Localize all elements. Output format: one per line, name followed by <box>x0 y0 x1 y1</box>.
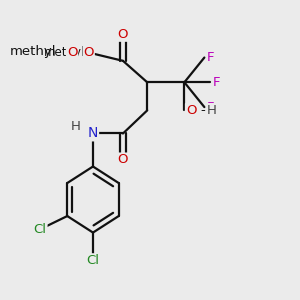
Text: H: H <box>71 120 81 134</box>
Text: Cl: Cl <box>86 254 100 267</box>
Text: O: O <box>118 153 128 167</box>
Text: O: O <box>118 28 128 41</box>
Text: Cl: Cl <box>34 223 46 236</box>
Text: methyl: methyl <box>44 46 85 59</box>
Text: O: O <box>186 104 196 117</box>
Text: F: F <box>207 100 215 114</box>
Text: F: F <box>207 51 215 64</box>
Text: -: - <box>200 104 205 117</box>
Text: O: O <box>67 46 77 59</box>
Text: methyl: methyl <box>9 45 56 58</box>
Text: F: F <box>213 76 220 89</box>
Text: O: O <box>83 46 94 59</box>
Text: H: H <box>207 104 217 117</box>
Text: N: N <box>88 127 98 140</box>
